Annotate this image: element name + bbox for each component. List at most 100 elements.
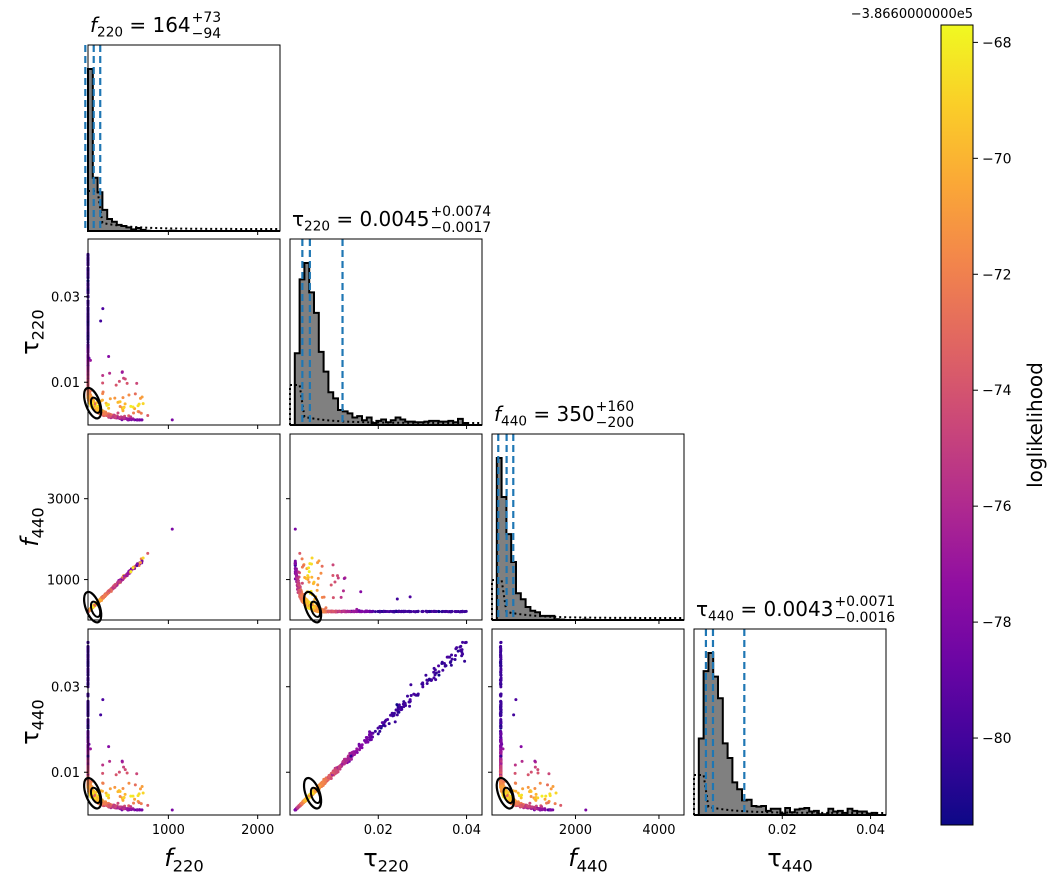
scatter-point bbox=[311, 582, 315, 586]
scatter-point bbox=[123, 792, 127, 796]
scatter-point bbox=[111, 415, 115, 419]
scatter-point bbox=[138, 561, 142, 565]
scatter-point bbox=[108, 397, 112, 401]
scatter-point bbox=[140, 418, 144, 422]
scatter-point bbox=[116, 400, 120, 404]
scatter-point bbox=[125, 771, 129, 775]
scatter-point bbox=[101, 307, 105, 311]
scatter-point bbox=[351, 610, 355, 614]
scatter-point bbox=[170, 527, 174, 531]
scatter-point bbox=[303, 576, 307, 580]
scatter-point bbox=[306, 574, 310, 578]
scatter-point bbox=[293, 559, 297, 563]
scatter-point bbox=[298, 589, 302, 593]
scatter-point bbox=[108, 371, 112, 375]
scatter-point bbox=[146, 414, 150, 418]
scatter-point bbox=[135, 418, 139, 422]
scatter-point bbox=[310, 556, 314, 560]
scatter-point bbox=[294, 569, 298, 573]
scatter-point bbox=[101, 373, 105, 377]
scatter-point bbox=[122, 406, 126, 410]
scatter-point bbox=[307, 570, 311, 574]
scatter-point bbox=[335, 574, 339, 578]
scatter-point bbox=[331, 610, 335, 614]
scatter-point bbox=[408, 610, 412, 614]
scatter-point bbox=[440, 610, 444, 614]
scatter-point bbox=[442, 610, 446, 614]
scatter-point bbox=[101, 390, 105, 394]
scatter-point bbox=[395, 597, 399, 601]
scatter-panel-1-2 bbox=[293, 527, 468, 624]
scatter-point bbox=[125, 381, 129, 385]
scatter-panel-0-1 bbox=[83, 252, 174, 422]
scatter-point bbox=[122, 576, 126, 580]
scatter-point bbox=[123, 768, 127, 772]
scatter-point bbox=[122, 416, 126, 420]
scatter-point bbox=[99, 319, 103, 323]
scatter-point bbox=[376, 610, 380, 614]
scatter-panel-0-3 bbox=[83, 640, 174, 812]
scatter-point bbox=[105, 403, 109, 407]
scatter-point bbox=[129, 417, 133, 421]
scatter-point bbox=[118, 580, 122, 584]
scatter-point bbox=[366, 609, 370, 613]
scatter-point bbox=[107, 406, 111, 410]
scatter-point bbox=[294, 571, 298, 575]
scatter-point bbox=[331, 573, 335, 577]
scatter-point bbox=[416, 609, 420, 613]
scatter-point bbox=[300, 594, 304, 598]
scatter-point bbox=[307, 566, 311, 570]
scatter-point bbox=[458, 610, 462, 614]
scatter-point bbox=[421, 609, 425, 613]
scatter-point bbox=[141, 402, 145, 406]
scatter-point bbox=[132, 411, 136, 415]
scatter-point bbox=[107, 414, 111, 418]
scatter-point bbox=[341, 609, 345, 613]
scatter-point bbox=[101, 763, 105, 767]
scatter-point bbox=[339, 595, 343, 599]
scatter-point bbox=[360, 610, 364, 614]
scatter-point bbox=[371, 610, 375, 614]
scatter-point bbox=[114, 383, 118, 387]
scatter-point bbox=[131, 405, 135, 409]
scatter-point bbox=[315, 588, 319, 592]
scatter-point bbox=[132, 801, 136, 805]
scatter-point bbox=[102, 412, 106, 416]
scatter-point bbox=[437, 609, 441, 613]
scatter-point bbox=[338, 609, 342, 613]
scatter-point bbox=[126, 571, 130, 575]
scatter-point bbox=[99, 713, 103, 717]
scatter-point bbox=[146, 551, 150, 555]
scatter-point bbox=[129, 570, 133, 574]
scatter-point bbox=[113, 582, 117, 586]
scatter-point bbox=[316, 583, 320, 587]
scatter-point bbox=[118, 405, 122, 409]
scatter-point bbox=[300, 581, 304, 585]
scatter-point bbox=[111, 586, 115, 590]
scatter-point bbox=[331, 596, 335, 600]
scatter-point bbox=[316, 561, 320, 565]
scatter-point bbox=[293, 527, 297, 531]
scatter-point bbox=[138, 396, 142, 400]
scatter-point bbox=[133, 392, 137, 396]
scatter-point bbox=[113, 396, 117, 400]
scatter-point bbox=[300, 557, 304, 561]
scatter-point bbox=[464, 609, 468, 613]
scatter-point bbox=[425, 609, 429, 613]
scatter-point bbox=[126, 417, 130, 421]
scatter-point bbox=[137, 410, 141, 414]
scatter-point bbox=[133, 797, 137, 801]
scatter-point bbox=[123, 377, 127, 381]
scatter-point bbox=[373, 610, 377, 614]
scatter-point bbox=[329, 583, 333, 587]
scatter-point bbox=[121, 409, 125, 413]
scatter-point bbox=[310, 575, 314, 579]
scatter-point bbox=[357, 609, 361, 613]
scatter-point bbox=[397, 609, 401, 613]
scatter-point bbox=[135, 381, 139, 385]
scatter-point bbox=[114, 773, 118, 777]
scatter-point bbox=[88, 358, 92, 362]
scatter-point bbox=[129, 415, 133, 419]
scatter-point bbox=[333, 580, 337, 584]
